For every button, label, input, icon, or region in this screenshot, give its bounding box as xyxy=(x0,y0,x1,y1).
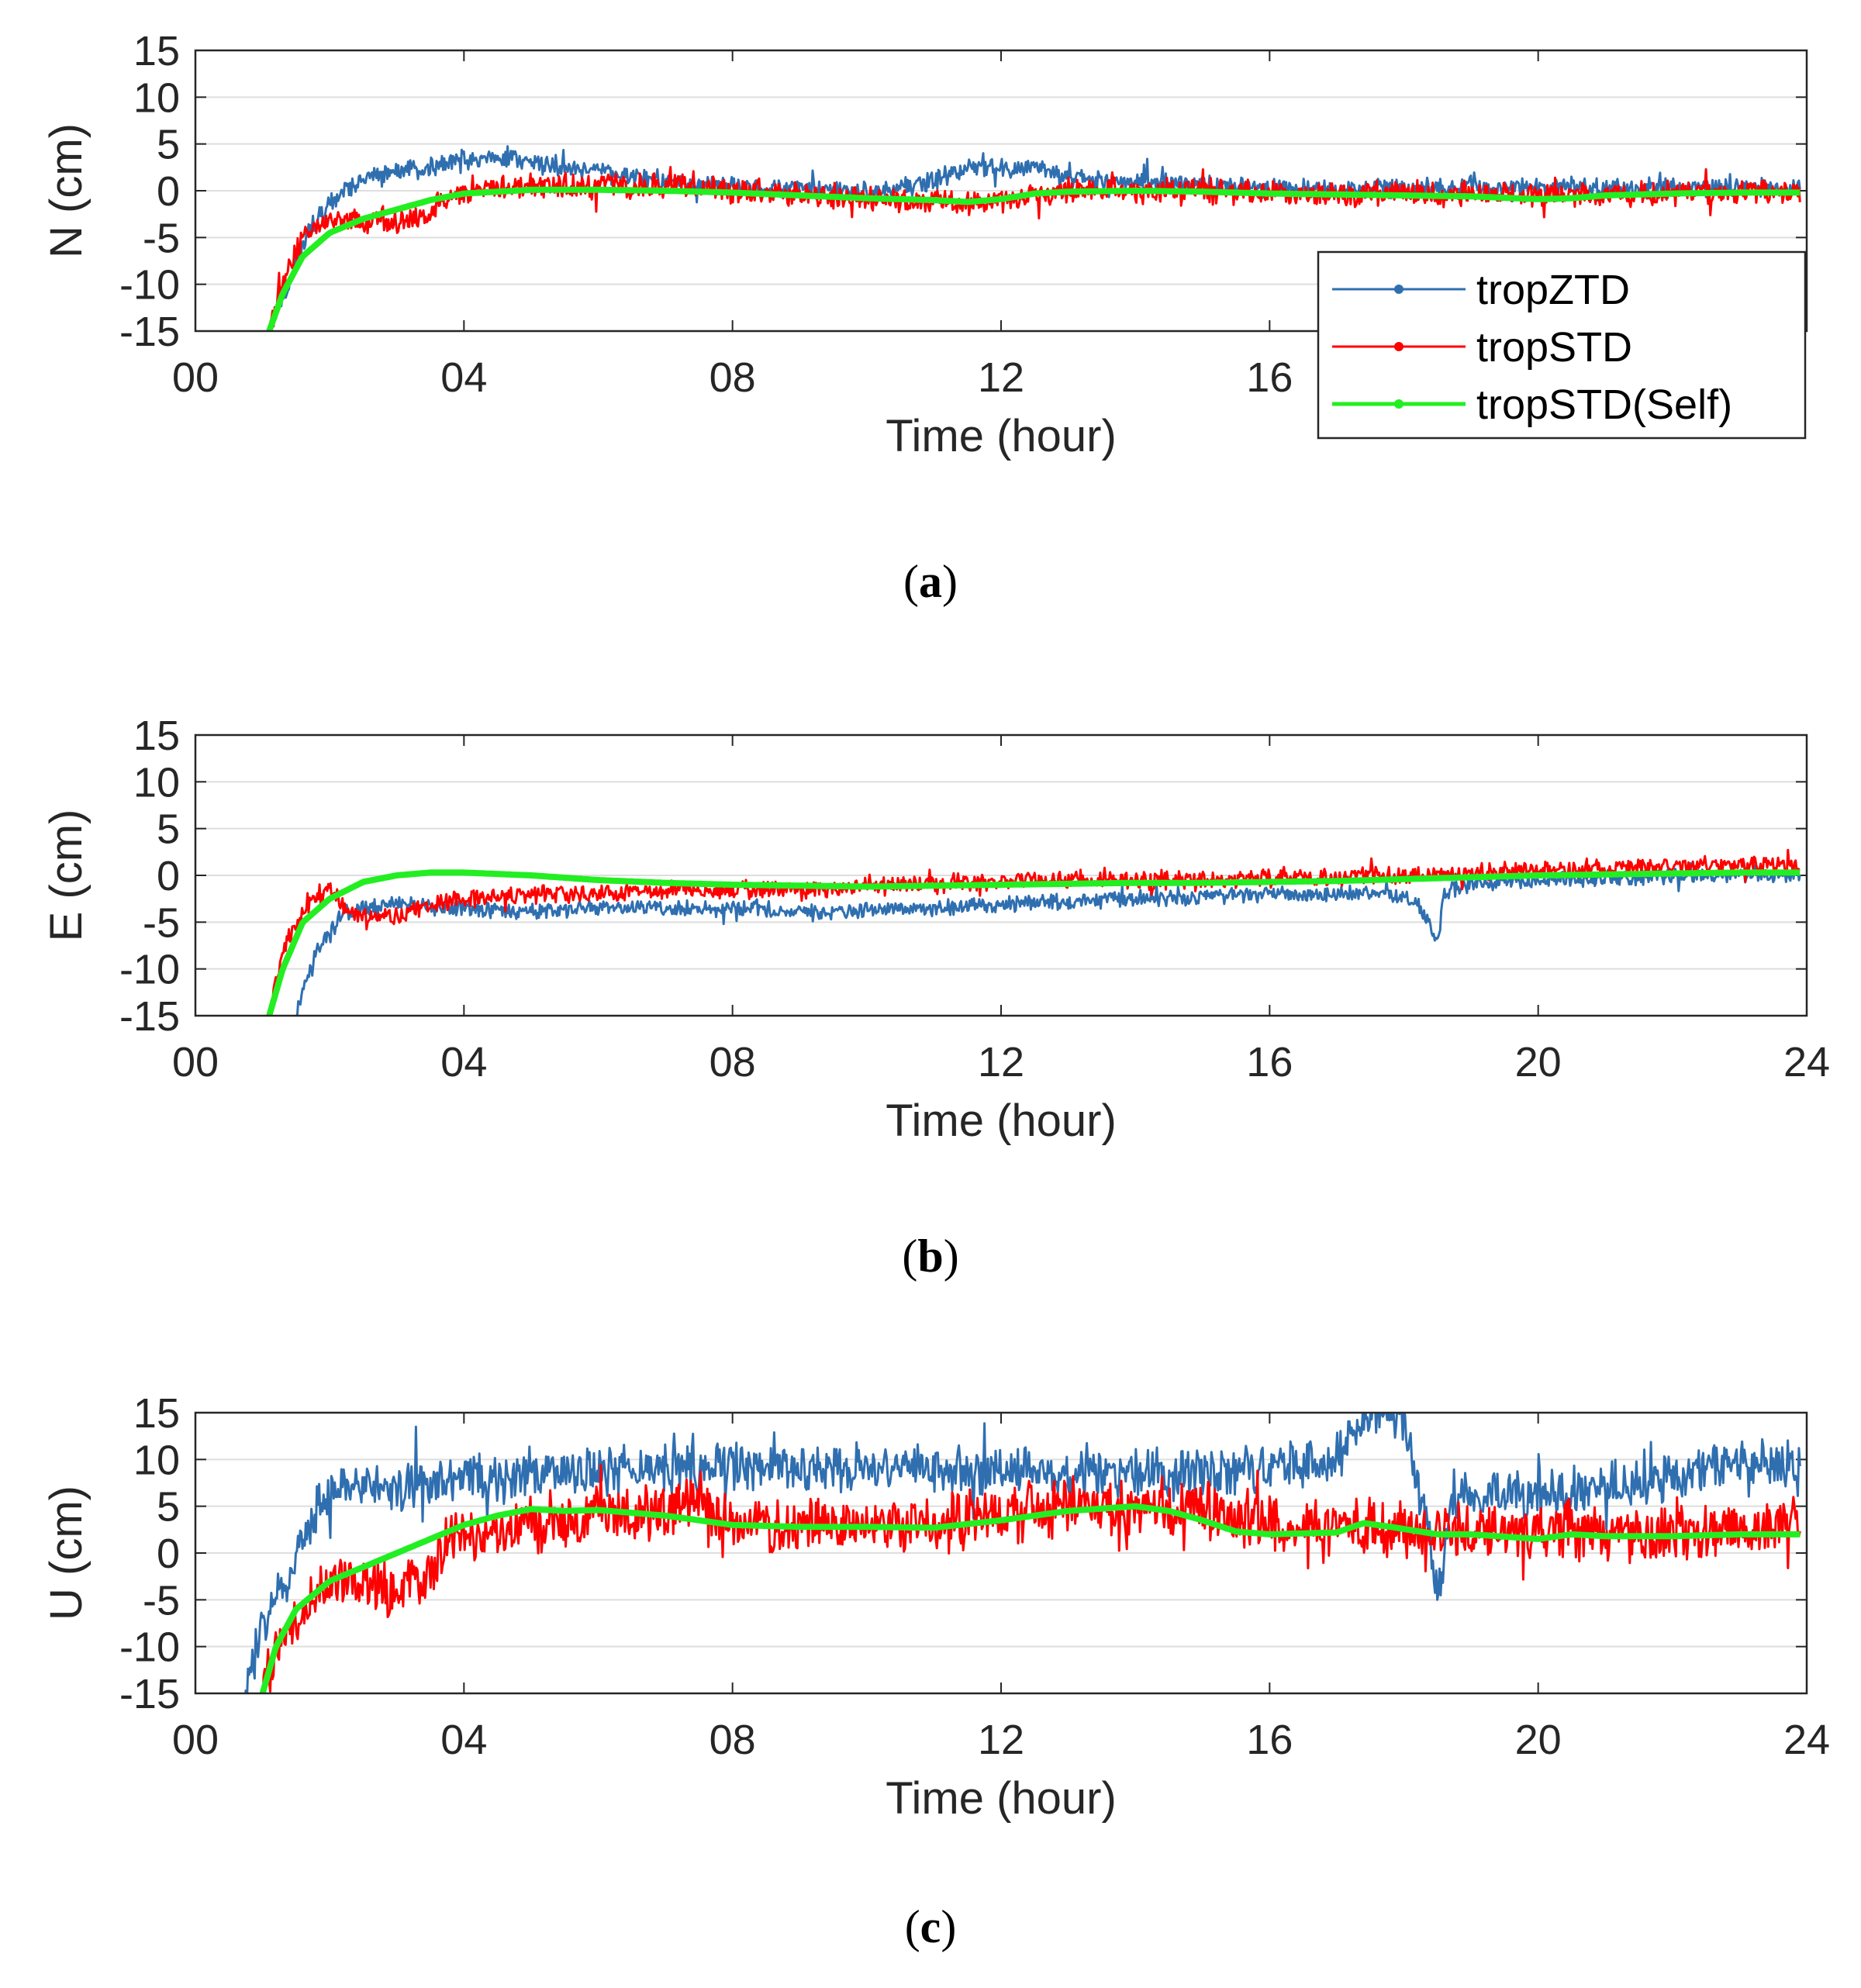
x-tick-label: 16 xyxy=(1246,1717,1293,1763)
y-tick-label: 5 xyxy=(157,1484,180,1531)
axes-frame xyxy=(194,49,1808,333)
y-tick-label: 5 xyxy=(157,122,180,168)
legend-swatch-marker xyxy=(1394,342,1404,351)
caption-letter: b xyxy=(917,1230,943,1282)
x-tick-label: 12 xyxy=(978,354,1024,401)
series-line-tropstd xyxy=(261,1464,1801,1693)
y-axis-label: N (cm) xyxy=(41,123,91,258)
legend-entry-label: tropSTD(Self) xyxy=(1476,381,1732,428)
y-tick-label: -5 xyxy=(143,1577,180,1624)
y-axis-label: E (cm) xyxy=(41,809,91,942)
y-tick-label: -15 xyxy=(119,1671,180,1717)
legend-entry-label: tropSTD xyxy=(1476,324,1632,371)
x-axis-label: Time (hour) xyxy=(886,1773,1117,1824)
x-tick-label: 04 xyxy=(440,354,487,401)
panel-caption: (c) xyxy=(905,1901,957,1952)
x-tick-label: 16 xyxy=(1246,1039,1293,1085)
legend: tropZTD tropSTD tropSTD(Self) xyxy=(1317,250,1807,440)
y-tick-label: 15 xyxy=(133,1390,180,1437)
caption-letter: a xyxy=(919,556,942,607)
axes-frame xyxy=(194,1411,1808,1695)
caption-open: ( xyxy=(902,1230,917,1282)
legend-entry-label: tropZTD xyxy=(1476,267,1630,313)
y-tick-label: -15 xyxy=(119,309,180,355)
x-tick-label: 24 xyxy=(1783,1039,1830,1085)
x-tick-label: 16 xyxy=(1246,354,1293,401)
legend-swatch-marker xyxy=(1394,285,1404,294)
y-axis-label: U (cm) xyxy=(41,1486,91,1620)
series-line-tropztd xyxy=(244,1413,1801,1693)
y-tick-label: -10 xyxy=(119,262,180,309)
caption-close: ) xyxy=(941,1901,956,1952)
caption-letter: c xyxy=(920,1901,941,1952)
legend-swatch-marker xyxy=(1394,399,1404,409)
y-tick-label: 0 xyxy=(157,853,180,899)
y-tick-label: 15 xyxy=(133,28,180,74)
x-tick-label: 04 xyxy=(440,1717,487,1763)
x-tick-label: 00 xyxy=(172,1717,219,1763)
x-axis-label: Time (hour) xyxy=(886,1096,1117,1146)
x-tick-label: 24 xyxy=(1783,1717,1830,1763)
x-tick-label: 20 xyxy=(1515,1717,1562,1763)
x-tick-label: 04 xyxy=(440,1039,487,1085)
y-tick-label: -15 xyxy=(119,993,180,1040)
caption-open: ( xyxy=(905,1901,920,1952)
y-tick-label: -10 xyxy=(119,1624,180,1671)
x-tick-label: 08 xyxy=(710,354,756,401)
x-tick-label: 08 xyxy=(710,1039,756,1085)
y-tick-label: 0 xyxy=(157,1531,180,1577)
y-tick-label: 5 xyxy=(157,806,180,853)
y-tick-label: 10 xyxy=(133,1437,180,1483)
series-line-tropstd-self- xyxy=(259,1503,1801,1693)
series-line-tropstd-self- xyxy=(266,869,1801,1016)
panel-caption: (b) xyxy=(902,1230,958,1282)
x-tick-label: 00 xyxy=(172,1039,219,1085)
series-line-tropztd xyxy=(269,145,1801,331)
axes-frame xyxy=(194,733,1808,1017)
y-tick-label: 10 xyxy=(133,759,180,806)
series-line-tropstd-self- xyxy=(266,186,1801,331)
x-axis-label: Time (hour) xyxy=(886,411,1117,461)
caption-close: ) xyxy=(942,556,958,607)
panel-caption: (a) xyxy=(903,556,958,607)
caption-close: ) xyxy=(944,1230,959,1282)
x-tick-label: 00 xyxy=(172,354,219,401)
y-tick-label: -10 xyxy=(119,947,180,993)
y-tick-label: -5 xyxy=(143,215,180,261)
x-tick-label: 08 xyxy=(710,1717,756,1763)
caption-open: ( xyxy=(903,556,919,607)
y-tick-label: 0 xyxy=(157,168,180,215)
y-tick-label: -5 xyxy=(143,899,180,946)
series-line-tropstd xyxy=(268,848,1801,1013)
x-tick-label: 20 xyxy=(1515,1039,1562,1085)
y-tick-label: 10 xyxy=(133,74,180,121)
x-tick-label: 12 xyxy=(978,1039,1024,1085)
y-tick-label: 15 xyxy=(133,713,180,759)
x-tick-label: 12 xyxy=(978,1717,1024,1763)
